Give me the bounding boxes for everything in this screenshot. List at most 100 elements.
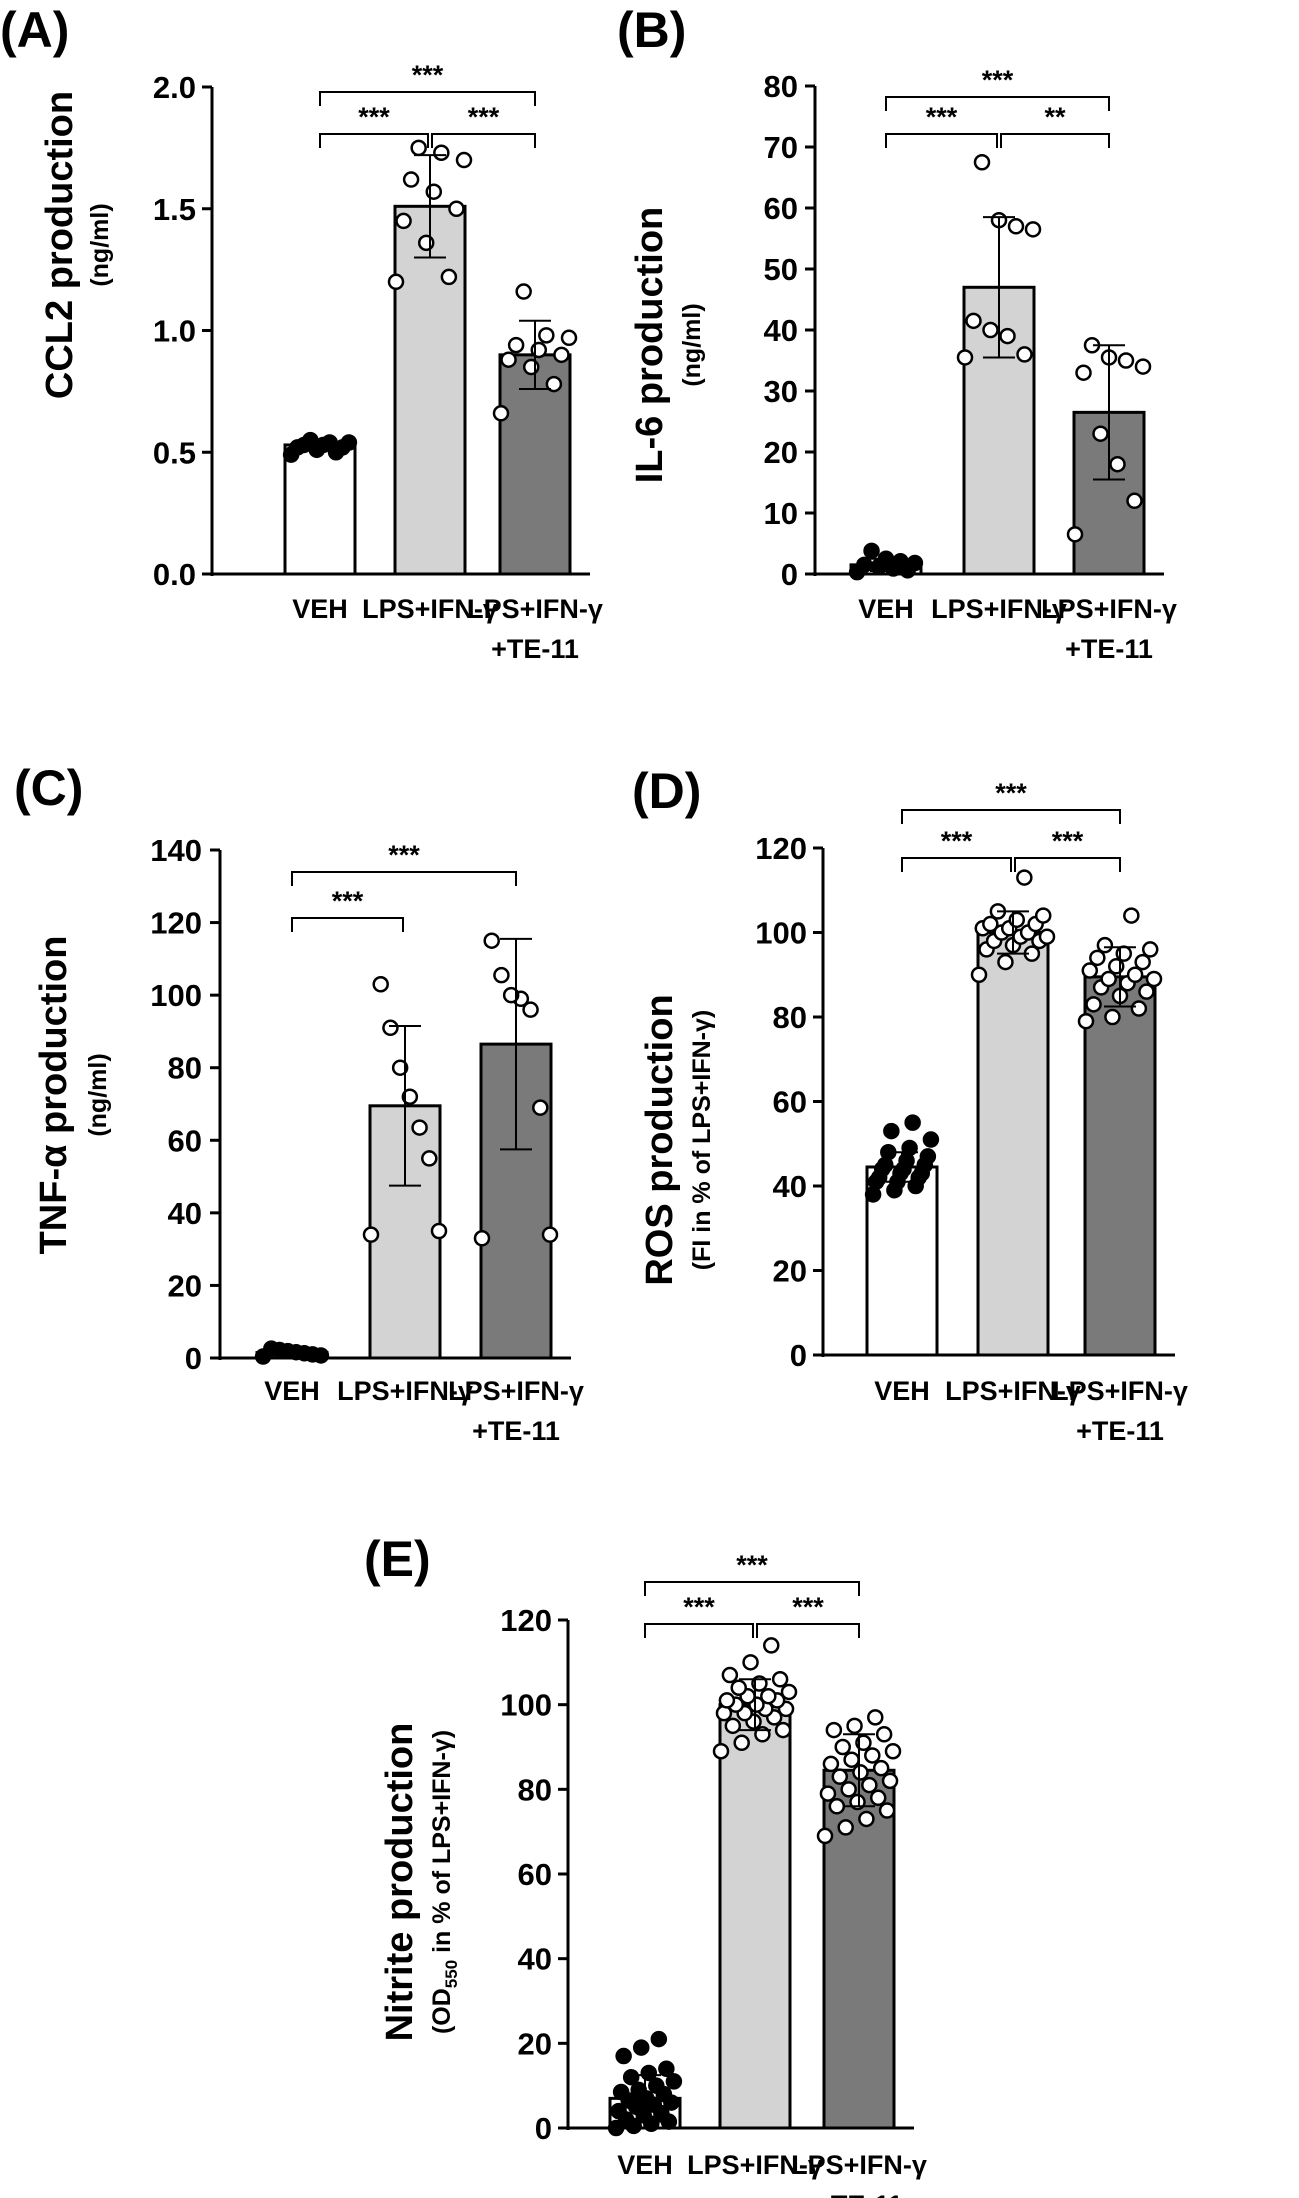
y-tick-label: 120	[500, 1603, 552, 1638]
data-point	[1089, 949, 1106, 967]
data-point	[648, 2077, 665, 2094]
x-category-label: LPS+IFN-γ	[467, 594, 603, 624]
y-tick-label: 1.5	[153, 192, 196, 227]
y-axis-unit-part: in % of LPS+IFN-γ)	[428, 1730, 456, 1960]
significance-label: ***	[388, 840, 420, 870]
data-point	[425, 183, 443, 200]
data-point	[1038, 928, 1056, 945]
y-axis-unit: (FI in % of LPS+IFN-γ)	[688, 1010, 716, 1270]
data-point	[1085, 996, 1102, 1013]
y-tick-label: 60	[764, 191, 798, 226]
y-tick-label: 70	[764, 130, 798, 165]
y-tick-label: 50	[764, 252, 798, 287]
y-tick-label: 20	[168, 1268, 202, 1303]
y-tick-label: 0.5	[153, 435, 196, 470]
data-point	[1008, 911, 1026, 929]
data-point	[721, 1666, 739, 1684]
significance-bracket	[431, 133, 536, 148]
y-axis-unit: (ng/ml)	[86, 203, 114, 286]
data-point	[507, 336, 525, 354]
data-point	[522, 358, 540, 376]
significance-label: ***	[736, 1550, 768, 1580]
panel-label: (C)	[14, 760, 83, 816]
y-tick-label: 40	[764, 313, 798, 348]
data-point	[878, 1802, 896, 1819]
data-point	[473, 1230, 491, 1247]
x-category-label: +TE-11	[1076, 1416, 1164, 1446]
data-point	[1109, 455, 1126, 473]
data-point	[417, 234, 435, 252]
y-tick-label: 2.0	[153, 70, 196, 105]
data-point	[448, 200, 465, 217]
data-point	[742, 1654, 759, 1671]
data-point	[816, 1827, 834, 1845]
x-category-label: LPS+IFN-γ	[1052, 1376, 1188, 1406]
data-point	[440, 268, 458, 286]
data-point	[401, 1088, 419, 1105]
data-point	[1034, 907, 1052, 924]
y-tick-label: 40	[518, 1942, 552, 1977]
data-point	[875, 1726, 893, 1743]
data-point	[430, 1222, 448, 1240]
y-tick-label: 120	[150, 906, 202, 941]
data-point	[831, 1768, 849, 1785]
panel-label: (B)	[617, 2, 686, 58]
bar	[976, 931, 1050, 1357]
x-category-label: VEH	[858, 594, 914, 624]
bar	[498, 353, 572, 576]
significance-label: ***	[1052, 826, 1084, 856]
x-category-label: LPS+IFN-γ	[337, 1376, 473, 1406]
y-tick-label: 80	[773, 1000, 807, 1035]
y-axis-unit-part: (OD	[428, 1988, 456, 2034]
y-tick-label: 100	[500, 1688, 552, 1723]
y-axis-title: Nitrite production	[379, 1723, 421, 2042]
x-category-label: LPS+IFN-γ	[362, 594, 498, 624]
x-category-label: +TE-11	[815, 2190, 903, 2198]
y-axis-title: CCL2 production	[39, 91, 81, 399]
significance-label: ***	[941, 826, 973, 856]
data-point	[502, 986, 520, 1004]
data-point	[760, 1687, 777, 1705]
data-point	[863, 542, 880, 560]
data-point	[610, 2102, 627, 2120]
data-point	[780, 1683, 798, 1701]
data-point	[612, 2083, 630, 2101]
y-tick-label: 1.0	[153, 314, 196, 349]
y-tick-label: 140	[150, 833, 202, 868]
data-point	[395, 212, 412, 230]
y-axis-unit: (OD550 in % of LPS+IFN-γ)	[428, 1730, 461, 2034]
significance-bracket	[319, 133, 429, 148]
y-tick-label: 120	[755, 831, 807, 866]
significance-label: ***	[332, 886, 364, 916]
x-category-label: LPS+IFN-γ	[945, 1376, 1081, 1406]
y-tick-label: 80	[168, 1051, 202, 1086]
data-point	[846, 1717, 863, 1735]
data-point	[892, 552, 909, 570]
data-point	[532, 1099, 549, 1116]
y-tick-label: 80	[518, 1772, 552, 1807]
significance-label: ***	[926, 102, 958, 132]
data-point	[340, 434, 358, 451]
bar	[393, 204, 467, 576]
data-point	[492, 405, 510, 422]
data-point	[411, 1119, 428, 1136]
data-point	[433, 144, 450, 161]
x-category-label: LPS+IFN-γ	[931, 594, 1067, 624]
data-point	[872, 1759, 890, 1777]
y-tick-label: 20	[773, 1254, 807, 1289]
y-tick-label: 80	[764, 69, 798, 104]
significance-bracket	[291, 871, 517, 886]
data-point	[421, 1150, 438, 1167]
data-point	[965, 312, 982, 330]
data-point	[881, 1772, 899, 1790]
data-point	[1134, 358, 1152, 375]
data-point	[733, 1734, 750, 1752]
data-point	[622, 2068, 640, 2086]
data-point	[1016, 346, 1033, 363]
data-point	[1104, 1008, 1121, 1026]
data-point	[515, 283, 532, 300]
data-point	[483, 932, 500, 949]
panel-d: (D) ROS production (FI in % of LPS+IFN-γ) 0…	[632, 763, 1188, 1446]
data-point	[500, 351, 517, 368]
